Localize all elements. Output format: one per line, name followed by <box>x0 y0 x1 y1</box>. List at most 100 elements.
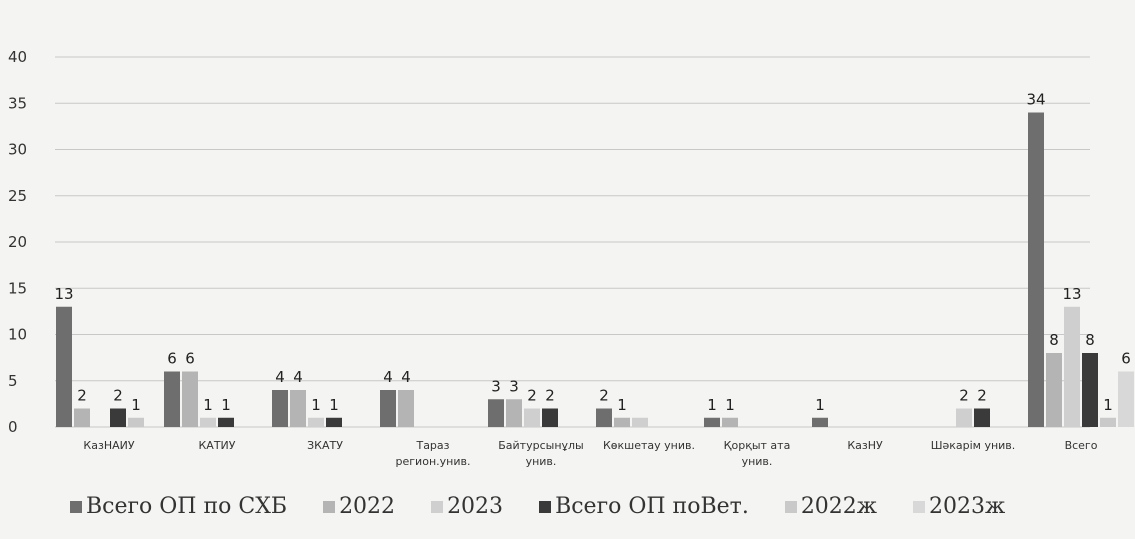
x-category-label: Байтурсынұлы унив. <box>498 439 584 468</box>
legend-swatch <box>913 500 926 513</box>
data-label: 2 <box>77 387 87 405</box>
bar-2-4 <box>524 408 540 427</box>
x-category-label: Көкшетау унив. <box>603 439 695 452</box>
bar-0-5 <box>596 408 612 427</box>
x-category-label: КАТИУ <box>199 439 236 452</box>
bar-2-1 <box>200 417 216 427</box>
bar-1-3 <box>398 390 414 427</box>
legend-swatch <box>539 500 552 513</box>
legend-label: 2023ж <box>929 494 1006 519</box>
data-label: 2 <box>545 387 555 405</box>
y-tick-label: 35 <box>8 94 27 112</box>
x-axis-categories: КазНАИУ КАТИУ ЗКАТУ Тараз регион.унив. Байтур… <box>83 439 1097 468</box>
x-category-label: Тараз регион.унив. <box>396 439 471 468</box>
data-label: 2 <box>599 387 609 405</box>
data-label: 1 <box>329 396 339 414</box>
bar-0-0 <box>56 306 72 427</box>
x-category-label: Шәкарім унив. <box>931 439 1016 452</box>
legend-item: 2022ж <box>784 494 878 519</box>
x-category-label: Всего <box>1065 439 1098 452</box>
data-label: 2 <box>959 387 969 405</box>
x-category-label: Қорқыт ата унив. <box>724 439 791 468</box>
legend-label: 2023 <box>447 494 504 519</box>
data-label: 8 <box>1085 331 1095 349</box>
bar-3-8 <box>974 408 990 427</box>
data-label: 1 <box>617 396 627 414</box>
data-label: 4 <box>275 368 285 386</box>
bar-0-3 <box>380 390 396 427</box>
bar-3-1 <box>218 417 234 427</box>
bar-0-4 <box>488 399 504 427</box>
legend-label: Всего ОП по СХБ <box>86 494 288 519</box>
data-label: 13 <box>1062 285 1081 303</box>
y-tick-label: 15 <box>8 279 27 297</box>
y-tick-label: 5 <box>8 372 18 390</box>
bar-2-8 <box>956 408 972 427</box>
y-tick-label: 20 <box>8 233 27 251</box>
legend-swatch <box>784 500 797 513</box>
y-tick-label: 10 <box>8 326 27 344</box>
legend-label: 2022ж <box>800 494 878 519</box>
data-label: 1 <box>707 396 717 414</box>
bars <box>56 112 1134 427</box>
grid-lines <box>55 56 1090 428</box>
legend-swatch <box>70 500 82 513</box>
y-tick-label: 0 <box>8 418 18 436</box>
data-label: 1 <box>311 396 321 414</box>
legend: Всего ОП по СХБ 2022 2023 Всего ОП поВет. 20… <box>70 494 1041 519</box>
data-label: 2 <box>527 387 537 405</box>
bar-2-2 <box>308 417 324 427</box>
data-label: 1 <box>221 396 231 414</box>
bar-0-9 <box>1028 112 1044 427</box>
data-label: 1 <box>725 396 735 414</box>
bar-1-1 <box>182 371 198 427</box>
bar-4-9 <box>1100 417 1116 427</box>
legend-swatch <box>323 500 336 513</box>
bar-1-5 <box>614 417 630 427</box>
bar-1-9 <box>1046 353 1062 427</box>
bar-5-9 <box>1118 371 1134 427</box>
bar-1-4 <box>506 399 522 427</box>
bar-1-6 <box>722 417 738 427</box>
legend-label: 2022 <box>339 494 396 519</box>
bar-4-0 <box>128 417 144 427</box>
legend-label: Всего ОП поВет. <box>555 494 749 519</box>
data-label: 1 <box>203 396 213 414</box>
bar-3-4 <box>542 408 558 427</box>
bar-2-9 <box>1064 306 1080 427</box>
y-tick-label: 30 <box>8 141 27 159</box>
bar-0-6 <box>704 417 720 427</box>
data-label: 6 <box>185 350 195 368</box>
data-label: 13 <box>54 285 73 303</box>
bar-0-7 <box>812 417 828 427</box>
data-label: 6 <box>1121 350 1131 368</box>
x-category-label: КазНУ <box>847 439 883 452</box>
data-label: 4 <box>293 368 303 386</box>
data-label: 4 <box>401 368 411 386</box>
data-label: 3 <box>491 377 501 395</box>
x-category-label: ЗКАТУ <box>307 439 343 452</box>
x-category-label: КазНАИУ <box>83 439 134 452</box>
data-label: 34 <box>1026 91 1045 109</box>
bar-3-2 <box>326 417 342 427</box>
legend-item: 2023ж <box>913 494 1005 519</box>
bar-0-1 <box>164 371 180 427</box>
bar-3-0 <box>110 408 126 427</box>
y-tick-label: 40 <box>8 48 27 66</box>
data-label: 6 <box>167 350 177 368</box>
legend-item: Всего ОП поВет. <box>539 494 749 519</box>
bar-3-9 <box>1082 353 1098 427</box>
bar-0-2 <box>272 390 288 427</box>
data-label: 8 <box>1049 331 1059 349</box>
data-label: 3 <box>509 377 519 395</box>
legend-item: 2022 <box>323 494 395 519</box>
legend-item: 2023 <box>431 494 503 519</box>
bar-1-0 <box>74 408 90 427</box>
bar-2-5 <box>632 417 648 427</box>
data-label: 1 <box>1103 396 1113 414</box>
bar-1-2 <box>290 390 306 427</box>
data-label: 4 <box>383 368 393 386</box>
legend-item: Всего ОП по СХБ <box>70 494 287 519</box>
